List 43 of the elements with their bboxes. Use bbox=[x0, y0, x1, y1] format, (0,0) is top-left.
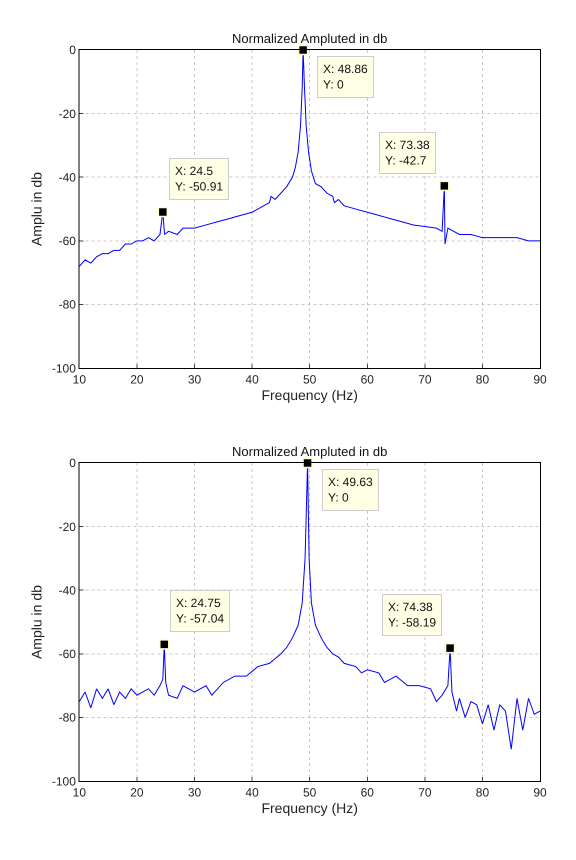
x-tick-label: 70 bbox=[418, 785, 432, 800]
x-tick-label: 60 bbox=[360, 372, 374, 386]
chart-title: Normalized Ampluted in db bbox=[232, 444, 388, 459]
x-tick-label: 30 bbox=[188, 372, 202, 386]
y-tick-label: -40 bbox=[58, 170, 76, 184]
y-axis-title: Amplu in db bbox=[28, 172, 44, 246]
y-tick-label: 0 bbox=[69, 456, 76, 470]
x-tick-label: 20 bbox=[130, 785, 144, 800]
x-tick-label: 20 bbox=[130, 372, 144, 386]
x-tick-label: 50 bbox=[303, 372, 317, 386]
point bbox=[444, 642, 456, 654]
x-axis-title: Frequency (Hz) bbox=[261, 800, 358, 816]
x-tick-label: 60 bbox=[360, 785, 374, 800]
annotation: X: 74.38 Y: -58.19 bbox=[388, 600, 436, 630]
y-tick-label: -60 bbox=[58, 234, 76, 248]
annotation: X: 73.38 Y: -42.7 bbox=[385, 138, 430, 168]
x-tick-label: 40 bbox=[245, 785, 260, 800]
x-tick-label: 90 bbox=[533, 785, 548, 800]
annotation: X: 49.63 Y: 0 bbox=[328, 475, 374, 505]
x-axis-title: Frequency (Hz) bbox=[261, 386, 358, 403]
y-axis-title: Amplu in db bbox=[28, 584, 44, 660]
x-tick-label: 90 bbox=[533, 372, 548, 386]
y-tick-label: -80 bbox=[58, 298, 76, 312]
annotation: X: 24.5 Y: -50.91 bbox=[175, 164, 224, 194]
y-tick-label: 0 bbox=[69, 43, 76, 58]
point bbox=[159, 639, 170, 650]
x-tick-label: 50 bbox=[303, 785, 317, 800]
annotation: X: 48.86 Y: 0 bbox=[323, 62, 368, 92]
x-tick-label: 80 bbox=[476, 785, 490, 800]
point bbox=[439, 180, 450, 192]
x-tick-label: 80 bbox=[476, 372, 490, 386]
y-tick-label: -20 bbox=[58, 520, 76, 534]
x-tick-label: 40 bbox=[245, 372, 260, 386]
point bbox=[158, 206, 168, 218]
y-tick-label: -40 bbox=[58, 583, 76, 598]
x-tick-label: 30 bbox=[188, 785, 202, 800]
chart-title: Normalized Ampluted in db bbox=[232, 31, 388, 46]
point bbox=[298, 44, 308, 56]
y-tick-label: -20 bbox=[58, 106, 76, 121]
x-tick-label: 70 bbox=[418, 372, 432, 386]
annotation: X: 24.75 Y: -57.04 bbox=[176, 596, 224, 626]
y-tick-label: -60 bbox=[58, 647, 76, 662]
y-tick-label: -80 bbox=[58, 710, 76, 725]
